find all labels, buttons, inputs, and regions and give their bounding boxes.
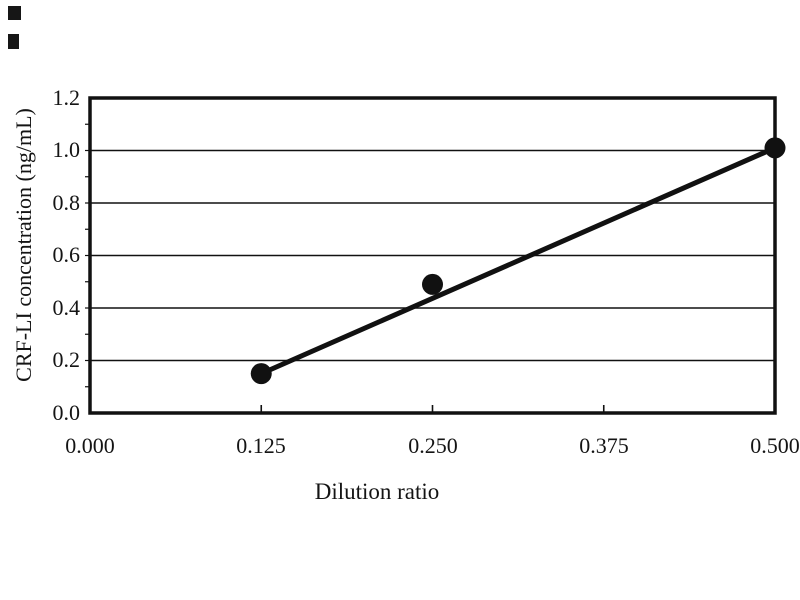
y-tick-label: 1.0	[52, 137, 81, 162]
x-tick-label: 0.250	[408, 433, 458, 458]
y-tick-label: 0.0	[52, 400, 81, 425]
x-tick-label: 0.000	[65, 433, 115, 458]
x-tick-label: 0.375	[579, 433, 629, 458]
y-tick-label: 0.4	[52, 295, 81, 320]
corner-artifact-mark	[8, 34, 19, 49]
y-tick-label: 0.2	[52, 347, 81, 372]
x-tick-label: 0.125	[236, 433, 286, 458]
y-axis-title: CRF-LI concentration (ng/mL)	[11, 108, 36, 382]
y-tick-label: 0.8	[52, 190, 81, 215]
y-tick-label: 1.2	[52, 85, 81, 110]
y-tick-label: 0.6	[52, 242, 81, 267]
x-tick-label: 0.500	[750, 433, 800, 458]
corner-artifact-mark	[8, 6, 21, 20]
x-axis-title: Dilution ratio	[314, 479, 440, 504]
